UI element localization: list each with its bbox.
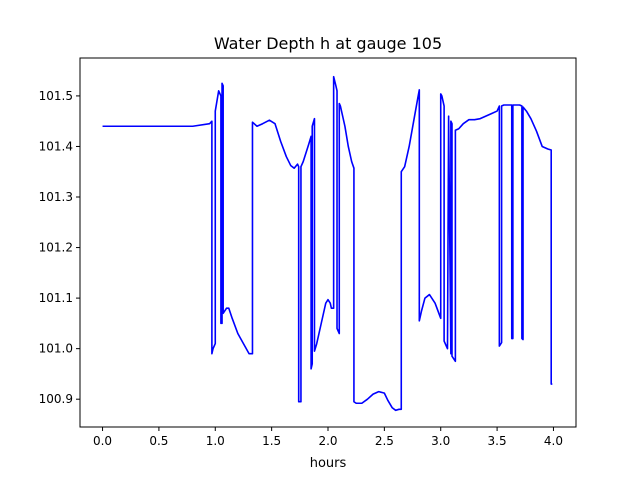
axes-frame: [79, 57, 577, 428]
y-tick-label: 100.9: [39, 392, 73, 406]
chart-title: Water Depth h at gauge 105: [214, 34, 442, 53]
x-tick-label: 1.0: [206, 434, 225, 448]
x-tick-label: 2.5: [375, 434, 394, 448]
y-tick-label: 101.5: [39, 89, 73, 103]
x-tick-label: 1.5: [262, 434, 281, 448]
x-tick-label: 3.5: [488, 434, 507, 448]
x-tick-label: 0.0: [93, 434, 112, 448]
y-tick-label: 101.2: [39, 241, 73, 255]
plot-area: [102, 75, 553, 412]
x-tick-label: 2.0: [318, 434, 337, 448]
axis-ticks: 0.0 0.5 1.0 1.5 2.0 2.5 3.0 3.5 4.0 100.9 101.0 101…: [39, 89, 563, 448]
x-tick-label: 4.0: [544, 434, 563, 448]
y-tick-label: 101.3: [39, 190, 73, 204]
x-tick-label: 3.0: [431, 434, 450, 448]
y-tick-label: 101.1: [39, 291, 73, 305]
y-tick-label: 101.0: [39, 342, 73, 356]
y-tick-label: 101.4: [39, 139, 73, 153]
x-axis-label: hours: [310, 456, 347, 471]
x-tick-label: 0.5: [149, 434, 168, 448]
series-line-0: [102, 75, 553, 412]
